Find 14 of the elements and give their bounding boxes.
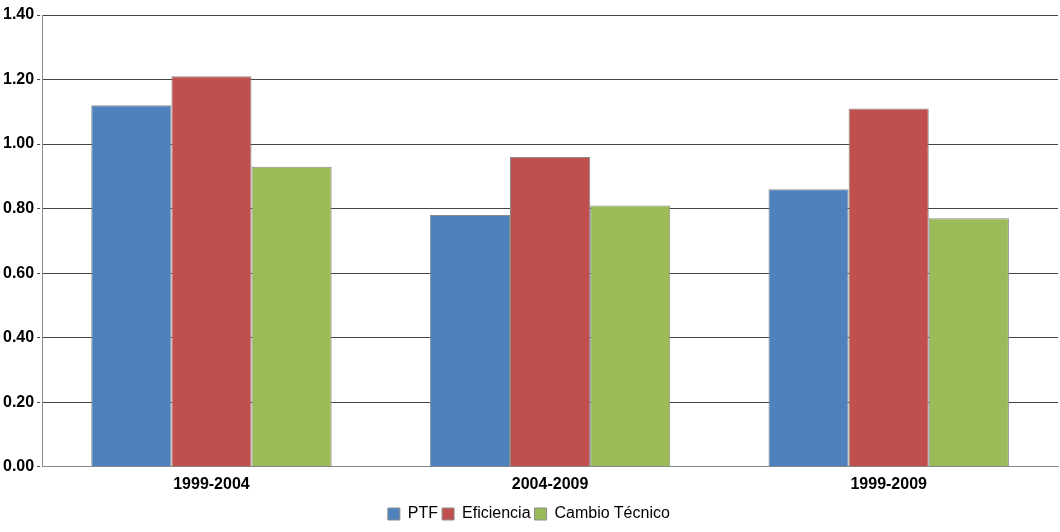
y-tick-label: 1.20: [3, 69, 35, 87]
y-tick-label: 1.40: [3, 5, 35, 23]
y-tick-label: 0.80: [3, 199, 35, 217]
y-tick-label: 0.60: [3, 263, 35, 281]
y-tick-label: 0.00: [3, 457, 35, 475]
y-tick-label: 0.20: [3, 392, 35, 410]
legend-label: Cambio Técnico: [554, 504, 670, 522]
y-tick-label: 1.00: [3, 134, 35, 152]
x-tick-label: 2004-2009: [511, 474, 589, 492]
x-tick-label: 1999-2004: [173, 474, 250, 492]
legend-label: Eficiencia: [462, 504, 531, 522]
x-tick-label: 1999-2009: [850, 474, 928, 492]
y-tick-label: 0.40: [3, 328, 35, 346]
legend-label: PTF: [407, 504, 439, 522]
